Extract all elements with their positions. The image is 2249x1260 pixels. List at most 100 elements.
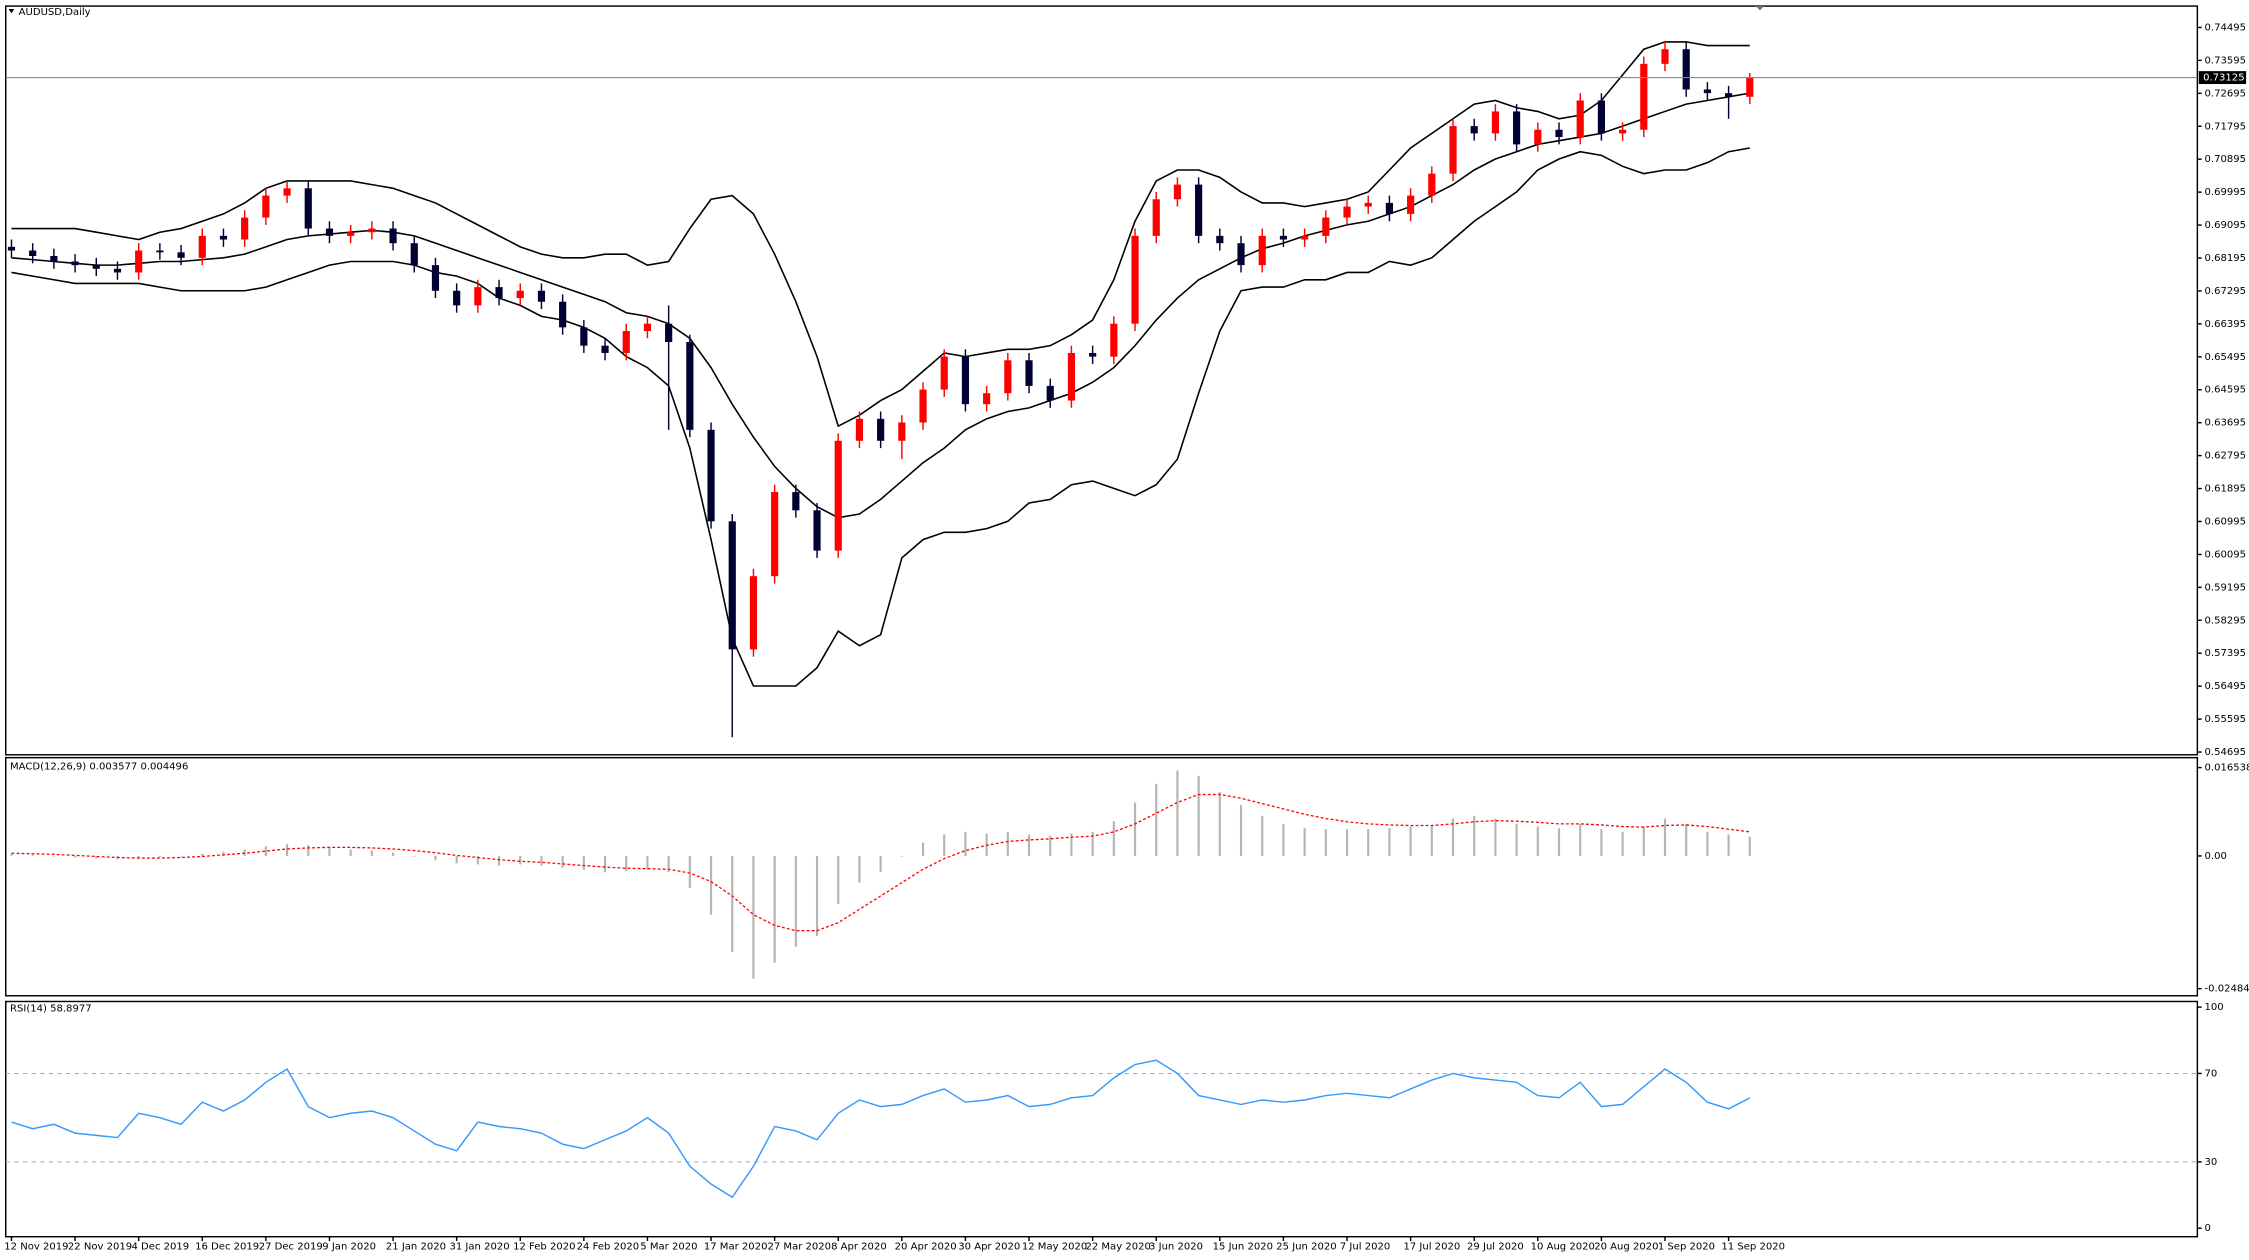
macd-bar: [1324, 829, 1327, 856]
macd-bar: [1261, 815, 1264, 856]
candle-body: [325, 228, 334, 236]
y-tick-label: 0.73595: [2205, 55, 2246, 66]
macd-bar: [1345, 829, 1349, 856]
candle-body: [1364, 202, 1372, 207]
y-tick-label: 0.62795: [2205, 451, 2246, 462]
x-tick-label: 27 Dec 2019: [259, 1242, 323, 1253]
macd-bar: [1451, 818, 1455, 856]
macd-bar: [1557, 828, 1561, 856]
candle-body: [622, 331, 630, 353]
macd-bar: [1536, 826, 1539, 856]
x-tick-label: 12 Nov 2019: [4, 1242, 68, 1253]
candle-body: [198, 235, 206, 258]
macd-bar: [413, 855, 416, 857]
candle-body: [177, 252, 185, 258]
rsi-line: [11, 1059, 1751, 1199]
candle-body: [919, 389, 927, 423]
candle-body: [1237, 243, 1245, 266]
y-tick-label: 100: [2205, 1002, 2224, 1013]
x-tick-label: 10 Aug 2020: [1531, 1242, 1595, 1253]
macd-bar: [582, 855, 585, 870]
candle-body: [113, 268, 122, 273]
candle-body: [643, 323, 652, 332]
y-tick-label: 0.70895: [2205, 154, 2246, 165]
macd-bar: [1133, 802, 1137, 856]
candle-body: [1046, 385, 1054, 401]
macd-signal: [11, 793, 1750, 932]
macd-bar: [1409, 826, 1412, 856]
macd-bar: [1239, 805, 1243, 856]
y-tick-label: 0.66395: [2205, 319, 2246, 330]
candle-body: [50, 255, 58, 262]
macd-bar: [1197, 775, 1200, 856]
macd-bar: [1663, 818, 1667, 856]
candle-body: [1173, 184, 1182, 200]
macd-bar: [1303, 828, 1306, 856]
macd-bar: [264, 846, 267, 856]
macd-bar: [222, 851, 225, 856]
candle-body: [1513, 111, 1521, 145]
candle-body: [156, 250, 164, 253]
x-tick-label: 20 Apr 2020: [895, 1242, 957, 1253]
macd-bar: [815, 855, 819, 937]
x-tick-label: 21 Jan 2020: [386, 1242, 446, 1253]
candle-body: [135, 250, 143, 273]
candle-body: [1258, 235, 1266, 266]
x-tick-label: 17 Mar 2020: [704, 1242, 768, 1253]
candle-body: [961, 356, 970, 405]
macd-bar: [858, 855, 861, 883]
candle-body: [1004, 360, 1012, 394]
y-tick-label: 0.58295: [2205, 615, 2246, 626]
macd-bar: [794, 855, 797, 947]
candle-body: [877, 418, 885, 441]
macd-bar: [879, 855, 882, 872]
candle-body: [983, 393, 991, 405]
x-tick-label: 4 Dec 2019: [131, 1242, 189, 1253]
candle-body: [1216, 235, 1224, 244]
candle-body: [1385, 202, 1394, 214]
candle-body: [1682, 49, 1690, 90]
candle-body: [855, 418, 864, 441]
macd-bar: [1685, 823, 1688, 856]
candle-body: [1725, 93, 1733, 97]
macd-bar: [1006, 831, 1009, 856]
menu-icon[interactable]: [8, 8, 15, 14]
candle-body: [1089, 352, 1097, 357]
macd-bar: [1642, 826, 1645, 856]
x-tick-label: 29 Jul 2020: [1467, 1242, 1524, 1253]
y-tick-label: 0: [2205, 1223, 2211, 1234]
candle-body: [1428, 173, 1436, 196]
candle-body: [1195, 184, 1203, 236]
macd-bar: [1430, 824, 1433, 856]
x-tick-label: 5 Mar 2020: [640, 1242, 697, 1253]
macd-bar: [201, 853, 204, 856]
macd-bar: [285, 844, 289, 856]
candle-body: [559, 301, 567, 328]
macd-bar: [709, 855, 713, 915]
x-tick-label: 25 Jun 2020: [1276, 1242, 1336, 1253]
macd-bar: [752, 855, 755, 979]
candle-body: [601, 345, 609, 353]
macd-bar: [646, 855, 649, 870]
y-tick-label: 0.64595: [2205, 385, 2246, 396]
candle-body: [1576, 100, 1584, 138]
x-tick-label: 12 May 2020: [1022, 1242, 1087, 1253]
candle-body: [516, 290, 524, 299]
x-tick-label: 8 Apr 2020: [831, 1242, 887, 1253]
candle-body: [410, 243, 418, 266]
macd-bar: [307, 845, 310, 856]
x-tick-label: 15 Jun 2020: [1213, 1242, 1273, 1253]
macd-bar: [1070, 833, 1073, 856]
candle-body: [1597, 100, 1605, 134]
x-tick-label: 30 Apr 2020: [958, 1242, 1020, 1253]
candle-body: [1301, 235, 1309, 240]
candle-body: [749, 576, 758, 650]
macd-title: MACD(12,26,9) 0.003577 0.004496: [10, 761, 188, 772]
y-tick-label: 70: [2205, 1068, 2218, 1079]
macd-bar: [731, 855, 734, 953]
x-tick-label: 22 Nov 2019: [68, 1242, 132, 1253]
macd-bar: [1748, 836, 1751, 856]
x-tick-label: 24 Feb 2020: [577, 1242, 639, 1253]
y-tick-label: 0.69095: [2205, 220, 2246, 231]
y-tick-label: 0.00: [2205, 851, 2227, 862]
